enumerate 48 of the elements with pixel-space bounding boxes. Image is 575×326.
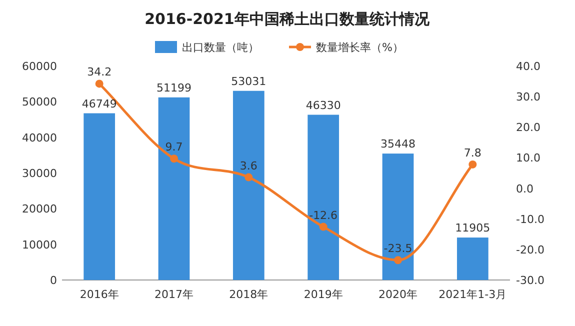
chart-title: 2016-2021年中国稀土出口数量统计情况	[144, 10, 430, 28]
data-label: -23.5	[384, 242, 412, 256]
bar	[84, 113, 116, 280]
data-label: 3.6	[240, 159, 258, 172]
data-label: 51199	[156, 81, 192, 94]
y-tick-label: 0	[50, 274, 57, 287]
y2-tick-label: 30.0	[516, 90, 540, 104]
bar	[232, 90, 264, 280]
bar	[158, 97, 190, 280]
x-tick-label: 2019年	[304, 288, 343, 301]
y2-tick-label: -10.0	[516, 212, 544, 226]
y-tick-label: 40000	[22, 131, 57, 144]
y-tick-label: 20000	[22, 202, 57, 216]
point	[319, 222, 328, 231]
y2-tick-label: 0.0	[516, 182, 534, 196]
point	[468, 160, 477, 168]
point	[95, 80, 104, 88]
y2-tick-label: 40.0	[516, 60, 540, 73]
y-tick-label: 60000	[22, 60, 57, 73]
data-label: 46330	[306, 98, 341, 112]
x-tick-label: 2016年	[80, 288, 119, 301]
legend-label: 出口数量（吨）	[182, 41, 259, 54]
y2-tick-label: 20.0	[516, 121, 540, 134]
y-tick-label: 10000	[22, 238, 57, 252]
data-label: 9.7	[165, 140, 183, 154]
y2-tick-label: -30.0	[516, 274, 544, 287]
x-tick-label: 2017年	[154, 288, 194, 301]
data-label: 53031	[231, 74, 266, 88]
y-tick-label: 30000	[22, 167, 57, 180]
y2-tick-label: -20.0	[516, 243, 544, 256]
x-tick-label: 2020年	[378, 288, 418, 301]
point	[394, 256, 402, 264]
point	[170, 154, 178, 163]
bar	[382, 154, 414, 280]
data-label: 7.8	[464, 146, 482, 160]
point	[244, 173, 253, 182]
data-label: -12.6	[309, 208, 338, 222]
y-tick-label: 50000	[22, 96, 57, 109]
x-tick-label: 2021年1-3月	[438, 288, 507, 301]
data-label: 11905	[455, 222, 490, 235]
data-label: 34.2	[87, 66, 112, 79]
legend-label: 数量增长率（%）	[316, 41, 404, 54]
y2-tick-label: 10.0	[516, 152, 540, 165]
bar	[456, 238, 488, 280]
data-label: 35448	[380, 138, 416, 151]
x-tick-label: 2018年	[229, 288, 268, 301]
data-label: 46749	[82, 97, 117, 110]
bar	[308, 114, 340, 280]
